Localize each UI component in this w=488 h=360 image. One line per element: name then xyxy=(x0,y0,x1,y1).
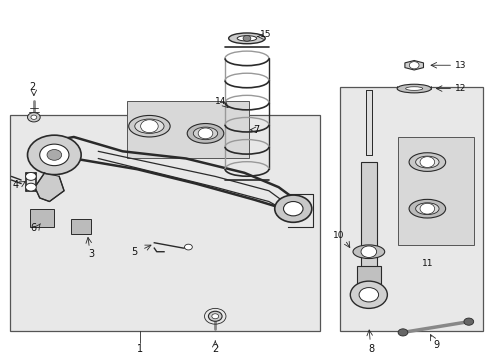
Ellipse shape xyxy=(135,119,163,134)
Circle shape xyxy=(360,246,376,257)
Text: 3: 3 xyxy=(88,248,94,258)
Circle shape xyxy=(283,202,303,216)
Text: 4: 4 xyxy=(12,180,19,190)
Circle shape xyxy=(463,318,473,325)
Circle shape xyxy=(349,281,386,309)
Circle shape xyxy=(419,157,434,167)
Ellipse shape xyxy=(415,156,438,168)
Circle shape xyxy=(27,113,40,122)
Circle shape xyxy=(184,244,192,250)
Circle shape xyxy=(419,203,434,214)
Text: 10: 10 xyxy=(332,231,344,240)
Ellipse shape xyxy=(415,203,438,215)
Text: 12: 12 xyxy=(454,84,466,93)
Circle shape xyxy=(274,195,311,222)
Bar xyxy=(356,266,380,284)
Text: 9: 9 xyxy=(432,340,438,350)
Circle shape xyxy=(25,183,36,191)
Circle shape xyxy=(31,115,37,120)
Text: 5: 5 xyxy=(131,247,138,257)
Text: 13: 13 xyxy=(454,61,466,70)
Bar xyxy=(397,137,473,244)
Text: 7: 7 xyxy=(253,125,259,135)
Text: 15: 15 xyxy=(259,30,271,39)
Ellipse shape xyxy=(128,116,170,137)
Ellipse shape xyxy=(396,84,430,93)
Circle shape xyxy=(198,128,212,139)
Bar xyxy=(339,87,483,330)
Ellipse shape xyxy=(187,123,224,143)
Circle shape xyxy=(397,329,407,336)
Circle shape xyxy=(358,288,378,302)
Ellipse shape xyxy=(237,36,256,41)
Text: 8: 8 xyxy=(367,343,374,354)
Bar xyxy=(10,116,320,330)
Polygon shape xyxy=(404,60,423,70)
Ellipse shape xyxy=(405,87,422,90)
Bar xyxy=(30,210,54,226)
Circle shape xyxy=(40,144,69,166)
Polygon shape xyxy=(35,173,64,202)
Ellipse shape xyxy=(228,33,264,44)
Ellipse shape xyxy=(193,127,217,140)
Circle shape xyxy=(141,120,158,133)
Text: 11: 11 xyxy=(421,259,432,268)
Ellipse shape xyxy=(352,245,384,258)
Text: 14: 14 xyxy=(215,97,226,106)
Circle shape xyxy=(408,62,418,69)
Ellipse shape xyxy=(408,199,445,218)
Circle shape xyxy=(47,149,61,160)
Text: 1: 1 xyxy=(136,343,142,354)
Bar xyxy=(365,90,371,155)
Text: 2: 2 xyxy=(29,82,36,92)
Circle shape xyxy=(208,311,222,321)
Text: 6: 6 xyxy=(31,224,37,233)
Circle shape xyxy=(243,36,250,41)
Circle shape xyxy=(211,314,218,319)
Bar xyxy=(127,101,249,158)
Bar xyxy=(360,162,376,270)
Ellipse shape xyxy=(408,153,445,171)
Circle shape xyxy=(25,172,36,180)
Circle shape xyxy=(27,135,81,175)
Bar xyxy=(71,220,91,234)
Text: 2: 2 xyxy=(212,343,218,354)
